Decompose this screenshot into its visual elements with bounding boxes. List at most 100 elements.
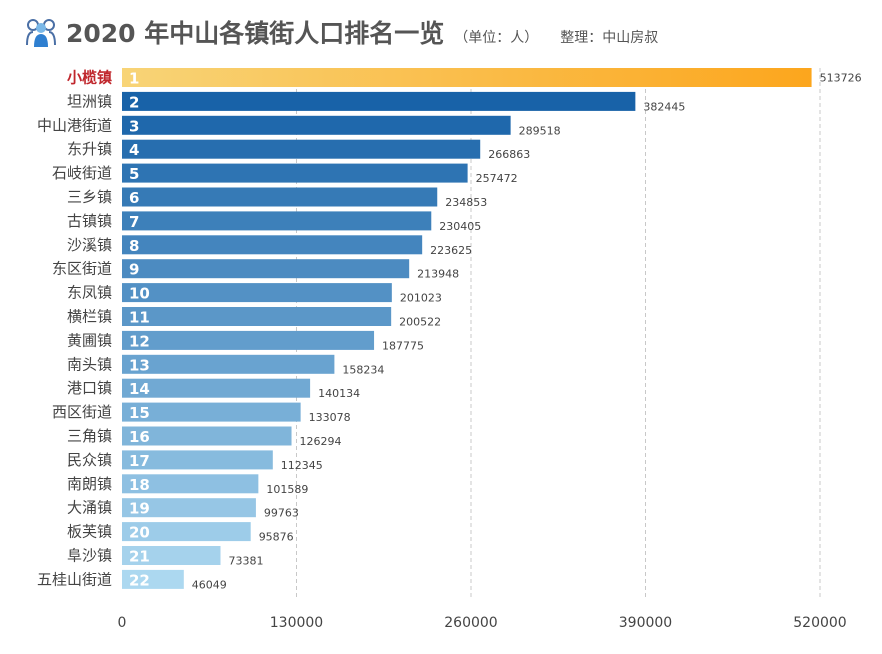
rank-label: 9 xyxy=(129,261,139,279)
category-label: 南头镇 xyxy=(67,355,112,373)
bar xyxy=(122,91,636,111)
rank-label: 14 xyxy=(129,380,150,398)
bar xyxy=(122,522,251,542)
bar xyxy=(122,498,256,518)
value-label: 133078 xyxy=(309,411,351,424)
category-label: 大涌镇 xyxy=(67,499,112,517)
rank-label: 20 xyxy=(129,524,150,542)
rank-label: 19 xyxy=(129,500,150,518)
bar xyxy=(122,235,423,255)
value-label: 213948 xyxy=(417,268,459,281)
bar xyxy=(122,426,292,446)
value-label: 234853 xyxy=(445,196,487,209)
rank-label: 22 xyxy=(129,571,150,589)
value-label: 223625 xyxy=(430,244,472,257)
value-label: 289518 xyxy=(519,124,561,137)
value-label: 513726 xyxy=(820,72,862,85)
value-label: 99763 xyxy=(264,507,299,520)
people-icon xyxy=(26,19,56,47)
category-label: 东凤镇 xyxy=(67,284,112,302)
bar xyxy=(122,115,511,135)
bar xyxy=(122,330,375,350)
rank-label: 16 xyxy=(129,428,150,446)
bar xyxy=(122,474,259,494)
rank-label: 12 xyxy=(129,332,150,350)
bar xyxy=(122,402,301,422)
category-label: 黄圃镇 xyxy=(67,331,112,349)
x-tick-label: 130000 xyxy=(270,615,323,631)
rank-label: 11 xyxy=(129,309,150,327)
value-label: 95876 xyxy=(259,531,294,544)
rank-label: 5 xyxy=(129,165,139,183)
rank-label: 18 xyxy=(129,476,150,494)
category-label: 五桂山街道 xyxy=(37,570,112,588)
category-label: 小榄镇 xyxy=(67,69,112,87)
rank-label: 13 xyxy=(129,356,150,374)
category-label: 坦洲镇 xyxy=(67,92,112,110)
value-label: 187775 xyxy=(382,339,424,352)
value-label: 257472 xyxy=(476,172,518,185)
rank-label: 4 xyxy=(129,141,139,159)
bar xyxy=(122,259,410,279)
bar xyxy=(122,354,335,374)
value-label: 266863 xyxy=(488,148,530,161)
credit-label: 整理：中山房叔 xyxy=(560,30,659,46)
rank-label: 1 xyxy=(129,70,139,88)
rank-label: 15 xyxy=(129,404,150,422)
x-tick-label: 390000 xyxy=(619,615,672,631)
x-tick-label: 260000 xyxy=(444,615,497,631)
bar xyxy=(122,307,392,326)
x-tick-label: 0 xyxy=(118,615,127,631)
bar xyxy=(122,163,468,183)
value-label: 46049 xyxy=(192,578,227,591)
category-label: 古镇镇 xyxy=(67,212,112,230)
bar xyxy=(122,378,311,398)
chart-title: 2020 年中山各镇街人口排名一览 xyxy=(66,19,445,48)
rank-label: 3 xyxy=(129,117,139,135)
unit-label: （单位：人） xyxy=(454,30,539,46)
value-label: 112345 xyxy=(281,459,323,472)
category-label: 港口镇 xyxy=(67,379,112,397)
category-label: 南朗镇 xyxy=(67,475,112,493)
bar xyxy=(122,68,812,87)
category-label: 沙溪镇 xyxy=(67,236,112,254)
rank-label: 21 xyxy=(129,548,150,566)
bar xyxy=(122,139,481,159)
value-label: 140134 xyxy=(318,387,360,400)
rank-label: 7 xyxy=(129,213,139,231)
category-label: 板芙镇 xyxy=(67,523,112,541)
rank-label: 17 xyxy=(129,452,150,470)
value-label: 101589 xyxy=(266,483,308,496)
value-label: 158234 xyxy=(342,363,384,376)
bar xyxy=(122,450,273,470)
bar xyxy=(122,187,438,207)
bar xyxy=(122,569,184,589)
category-label: 民众镇 xyxy=(67,451,112,469)
bar xyxy=(122,283,392,303)
category-label: 三角镇 xyxy=(67,427,112,445)
rank-label: 10 xyxy=(129,285,150,303)
category-label: 东区街道 xyxy=(52,260,112,278)
value-label: 382445 xyxy=(643,100,685,113)
value-label: 201023 xyxy=(400,292,442,305)
rank-label: 2 xyxy=(129,93,139,111)
rank-label: 8 xyxy=(129,237,139,255)
rank-label: 6 xyxy=(129,189,139,207)
category-label: 横栏镇 xyxy=(67,308,112,326)
category-label: 东升镇 xyxy=(67,140,112,158)
category-label: 中山港街道 xyxy=(37,116,112,134)
value-label: 230405 xyxy=(439,220,481,233)
bar xyxy=(122,546,221,565)
value-label: 200522 xyxy=(399,316,441,329)
bar xyxy=(122,211,432,231)
value-label: 126294 xyxy=(300,435,342,448)
header: 2020 年中山各镇街人口排名一览 （单位：人） 整理：中山房叔 xyxy=(24,14,658,50)
category-label: 阜沙镇 xyxy=(67,547,112,565)
category-label: 西区街道 xyxy=(52,403,112,421)
category-label: 三乡镇 xyxy=(67,188,112,206)
x-tick-label: 520000 xyxy=(793,615,846,631)
category-label: 石岐街道 xyxy=(52,164,112,182)
value-label: 73381 xyxy=(228,555,263,568)
